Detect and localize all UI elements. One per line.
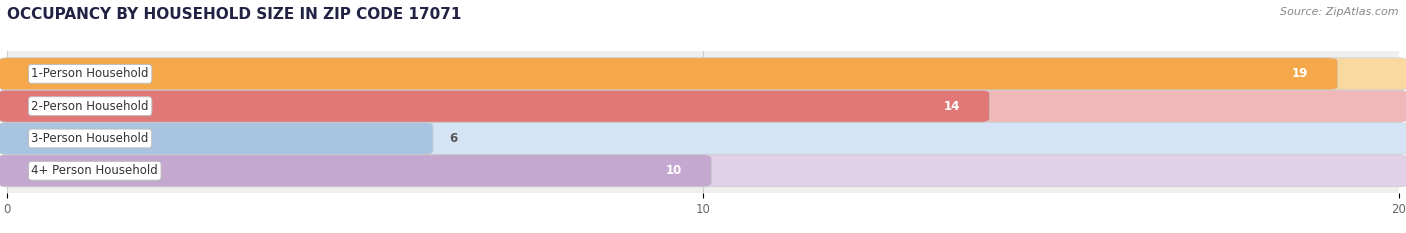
FancyBboxPatch shape xyxy=(0,58,1337,90)
FancyBboxPatch shape xyxy=(0,123,1406,154)
Text: 19: 19 xyxy=(1292,67,1309,80)
FancyBboxPatch shape xyxy=(0,155,1406,187)
Text: 2-Person Household: 2-Person Household xyxy=(31,100,149,113)
Text: Source: ZipAtlas.com: Source: ZipAtlas.com xyxy=(1281,7,1399,17)
FancyBboxPatch shape xyxy=(0,155,711,187)
Text: 3-Person Household: 3-Person Household xyxy=(31,132,149,145)
Text: 14: 14 xyxy=(945,100,960,113)
Text: OCCUPANCY BY HOUSEHOLD SIZE IN ZIP CODE 17071: OCCUPANCY BY HOUSEHOLD SIZE IN ZIP CODE … xyxy=(7,7,461,22)
Text: 1-Person Household: 1-Person Household xyxy=(31,67,149,80)
FancyBboxPatch shape xyxy=(0,123,433,154)
FancyBboxPatch shape xyxy=(0,90,990,122)
Text: 4+ Person Household: 4+ Person Household xyxy=(31,164,157,177)
FancyBboxPatch shape xyxy=(0,90,1406,122)
FancyBboxPatch shape xyxy=(0,58,1406,90)
Text: 10: 10 xyxy=(666,164,682,177)
Text: 6: 6 xyxy=(449,132,457,145)
